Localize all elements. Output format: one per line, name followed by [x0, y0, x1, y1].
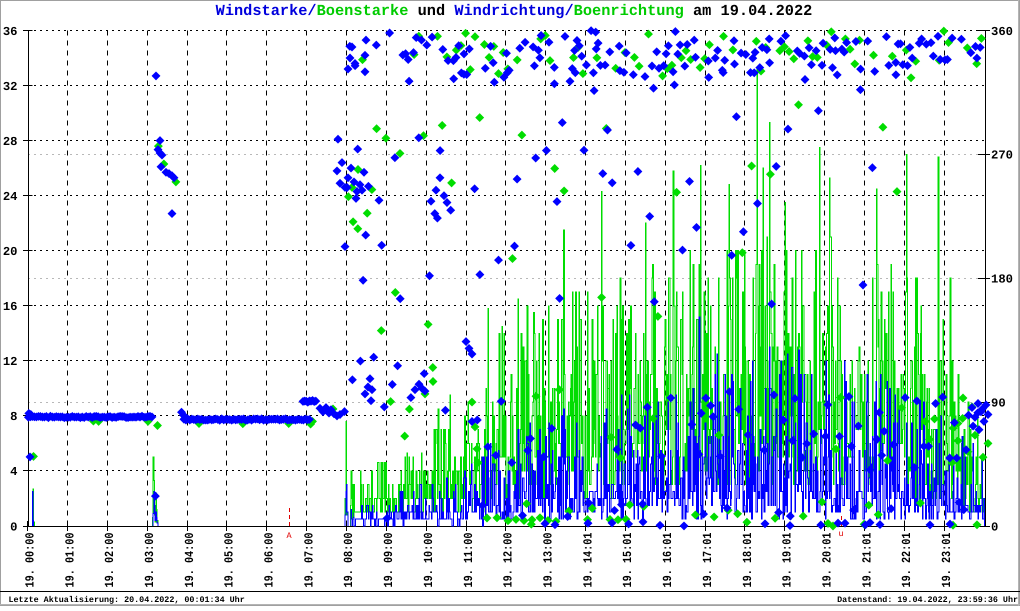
- svg-text:19. 03:00: 19. 03:00: [143, 533, 157, 588]
- svg-text:19. 06:00: 19. 06:00: [263, 533, 277, 588]
- svg-text:16: 16: [3, 300, 18, 314]
- svg-text:Datenstand: 19.04.2022, 23:59:: Datenstand: 19.04.2022, 23:59:36 Uhr: [837, 595, 1018, 605]
- svg-text:u: u: [838, 529, 843, 539]
- svg-text:8: 8: [10, 410, 17, 424]
- svg-text:19. 23:01: 19. 23:01: [940, 533, 954, 588]
- svg-text:19. 20:01: 19. 20:01: [820, 533, 834, 588]
- svg-text:0: 0: [10, 520, 17, 534]
- svg-text:28: 28: [3, 135, 18, 149]
- svg-text:19. 17:01: 19. 17:01: [701, 533, 715, 588]
- svg-text:19. 15:01: 19. 15:01: [621, 533, 635, 588]
- svg-text:19. 01:00: 19. 01:00: [63, 533, 77, 588]
- svg-text:36: 36: [3, 25, 18, 39]
- svg-text:A: A: [286, 531, 292, 541]
- svg-text:0: 0: [991, 520, 998, 534]
- svg-text:90: 90: [991, 396, 1006, 410]
- svg-text:19. 02:00: 19. 02:00: [103, 533, 117, 588]
- svg-text:19. 10:00: 19. 10:00: [422, 533, 436, 588]
- svg-text:12: 12: [3, 355, 18, 369]
- svg-text:19. 04:00: 19. 04:00: [183, 533, 197, 588]
- svg-text:270: 270: [991, 149, 1013, 163]
- svg-text:19. 11:00: 19. 11:00: [462, 533, 476, 588]
- svg-text:19. 18:01: 19. 18:01: [741, 533, 755, 588]
- svg-text:19. 19:01: 19. 19:01: [781, 533, 795, 588]
- svg-text:32: 32: [3, 80, 18, 94]
- svg-text:180: 180: [991, 273, 1013, 287]
- svg-text:19. 09:00: 19. 09:00: [382, 533, 396, 588]
- svg-text:Letzte Aktualisierung: 20.04.2: Letzte Aktualisierung: 20.04.2022, 00:01…: [9, 595, 245, 605]
- svg-text:19. 00:00: 19. 00:00: [23, 533, 37, 588]
- svg-text:360: 360: [991, 25, 1013, 39]
- svg-text:19. 22:01: 19. 22:01: [900, 533, 914, 588]
- svg-text:19. 05:00: 19. 05:00: [223, 533, 237, 588]
- svg-text:24: 24: [3, 190, 18, 204]
- svg-text:4: 4: [10, 465, 17, 479]
- svg-text:Windstarke/Boenstarke und Wind: Windstarke/Boenstarke und Windrichtung/B…: [216, 2, 813, 20]
- svg-text:19. 21:01: 19. 21:01: [860, 533, 874, 588]
- svg-text:19. 13:00: 19. 13:00: [542, 533, 556, 588]
- svg-text:19. 12:00: 19. 12:00: [502, 533, 516, 588]
- svg-text:20: 20: [3, 245, 18, 259]
- svg-text:19. 07:00: 19. 07:00: [302, 533, 316, 588]
- svg-text:19. 14:01: 19. 14:01: [581, 533, 595, 588]
- svg-text:19. 08:00: 19. 08:00: [342, 533, 356, 588]
- svg-text:19. 16:01: 19. 16:01: [661, 533, 675, 588]
